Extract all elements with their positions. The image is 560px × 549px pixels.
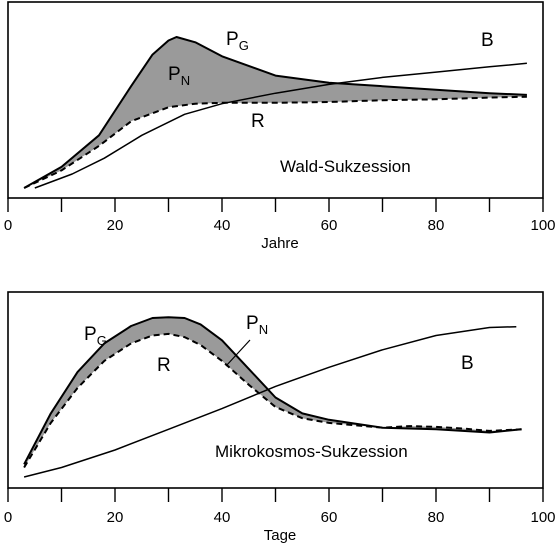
wald-series-layer (23, 36, 527, 189)
mikrokosmos-x-tick-label: 20 (107, 509, 124, 526)
mikrokosmos-pn-label: PN (246, 313, 268, 337)
mikrokosmos-x-tick-label: 0 (4, 509, 12, 526)
wald-series-r-line (23, 95, 527, 189)
wald-pg-label: PG (226, 29, 249, 53)
wald-x-tick-label: 60 (321, 217, 338, 234)
mikrokosmos-x-tick-label: 40 (214, 509, 231, 526)
wald-pn-shaded-area (24, 37, 527, 188)
mikrokosmos-chart-title: Mikrokosmos-Sukzession (215, 442, 408, 461)
mikrokosmos-tick-layer: 0 20 40 60 80 100 (4, 488, 556, 526)
mikrokosmos-pg-label: PG (84, 324, 107, 348)
wald-series-pg-line (23, 36, 527, 189)
wald-x-tick-label: 100 (530, 217, 555, 234)
wald-chart-panel: 0 20 40 60 80 100 Wald-Sukzession Jahre PG PN… (4, 1, 556, 252)
mikrokosmos-series-layer (23, 316, 522, 478)
wald-x-tick-label: 40 (214, 217, 231, 234)
wald-x-tick-label: 0 (4, 217, 12, 234)
mikrokosmos-x-tick-label: 60 (321, 509, 338, 526)
wald-r-label: R (251, 111, 265, 132)
mikrokosmos-x-tick-label: 80 (428, 509, 445, 526)
wald-x-tick-label: 20 (107, 217, 124, 234)
mikrokosmos-r-label: R (157, 355, 171, 376)
wald-pn-label: PN (168, 64, 190, 88)
mikrokosmos-series-r-line (23, 332, 522, 469)
wald-series-b-line (34, 62, 527, 189)
mikrokosmos-chart-panel: 0 20 40 60 80 100 Mikrokosmos-Sukzession Tage… (4, 291, 556, 544)
wald-chart-title: Wald-Sukzession (280, 157, 411, 176)
wald-tick-layer: 0 20 40 60 80 100 (4, 198, 556, 234)
wald-b-label: B (481, 30, 494, 51)
wald-x-tick-label: 80 (428, 217, 445, 234)
wald-x-axis-label: Jahre (261, 235, 299, 252)
mikrokosmos-x-tick-label: 100 (530, 509, 555, 526)
mikrokosmos-series-b-line (23, 325, 517, 478)
mikrokosmos-pn-leader-line (225, 339, 251, 367)
mikrokosmos-b-label: B (461, 353, 474, 374)
mikrokosmos-x-axis-label: Tage (264, 527, 297, 544)
